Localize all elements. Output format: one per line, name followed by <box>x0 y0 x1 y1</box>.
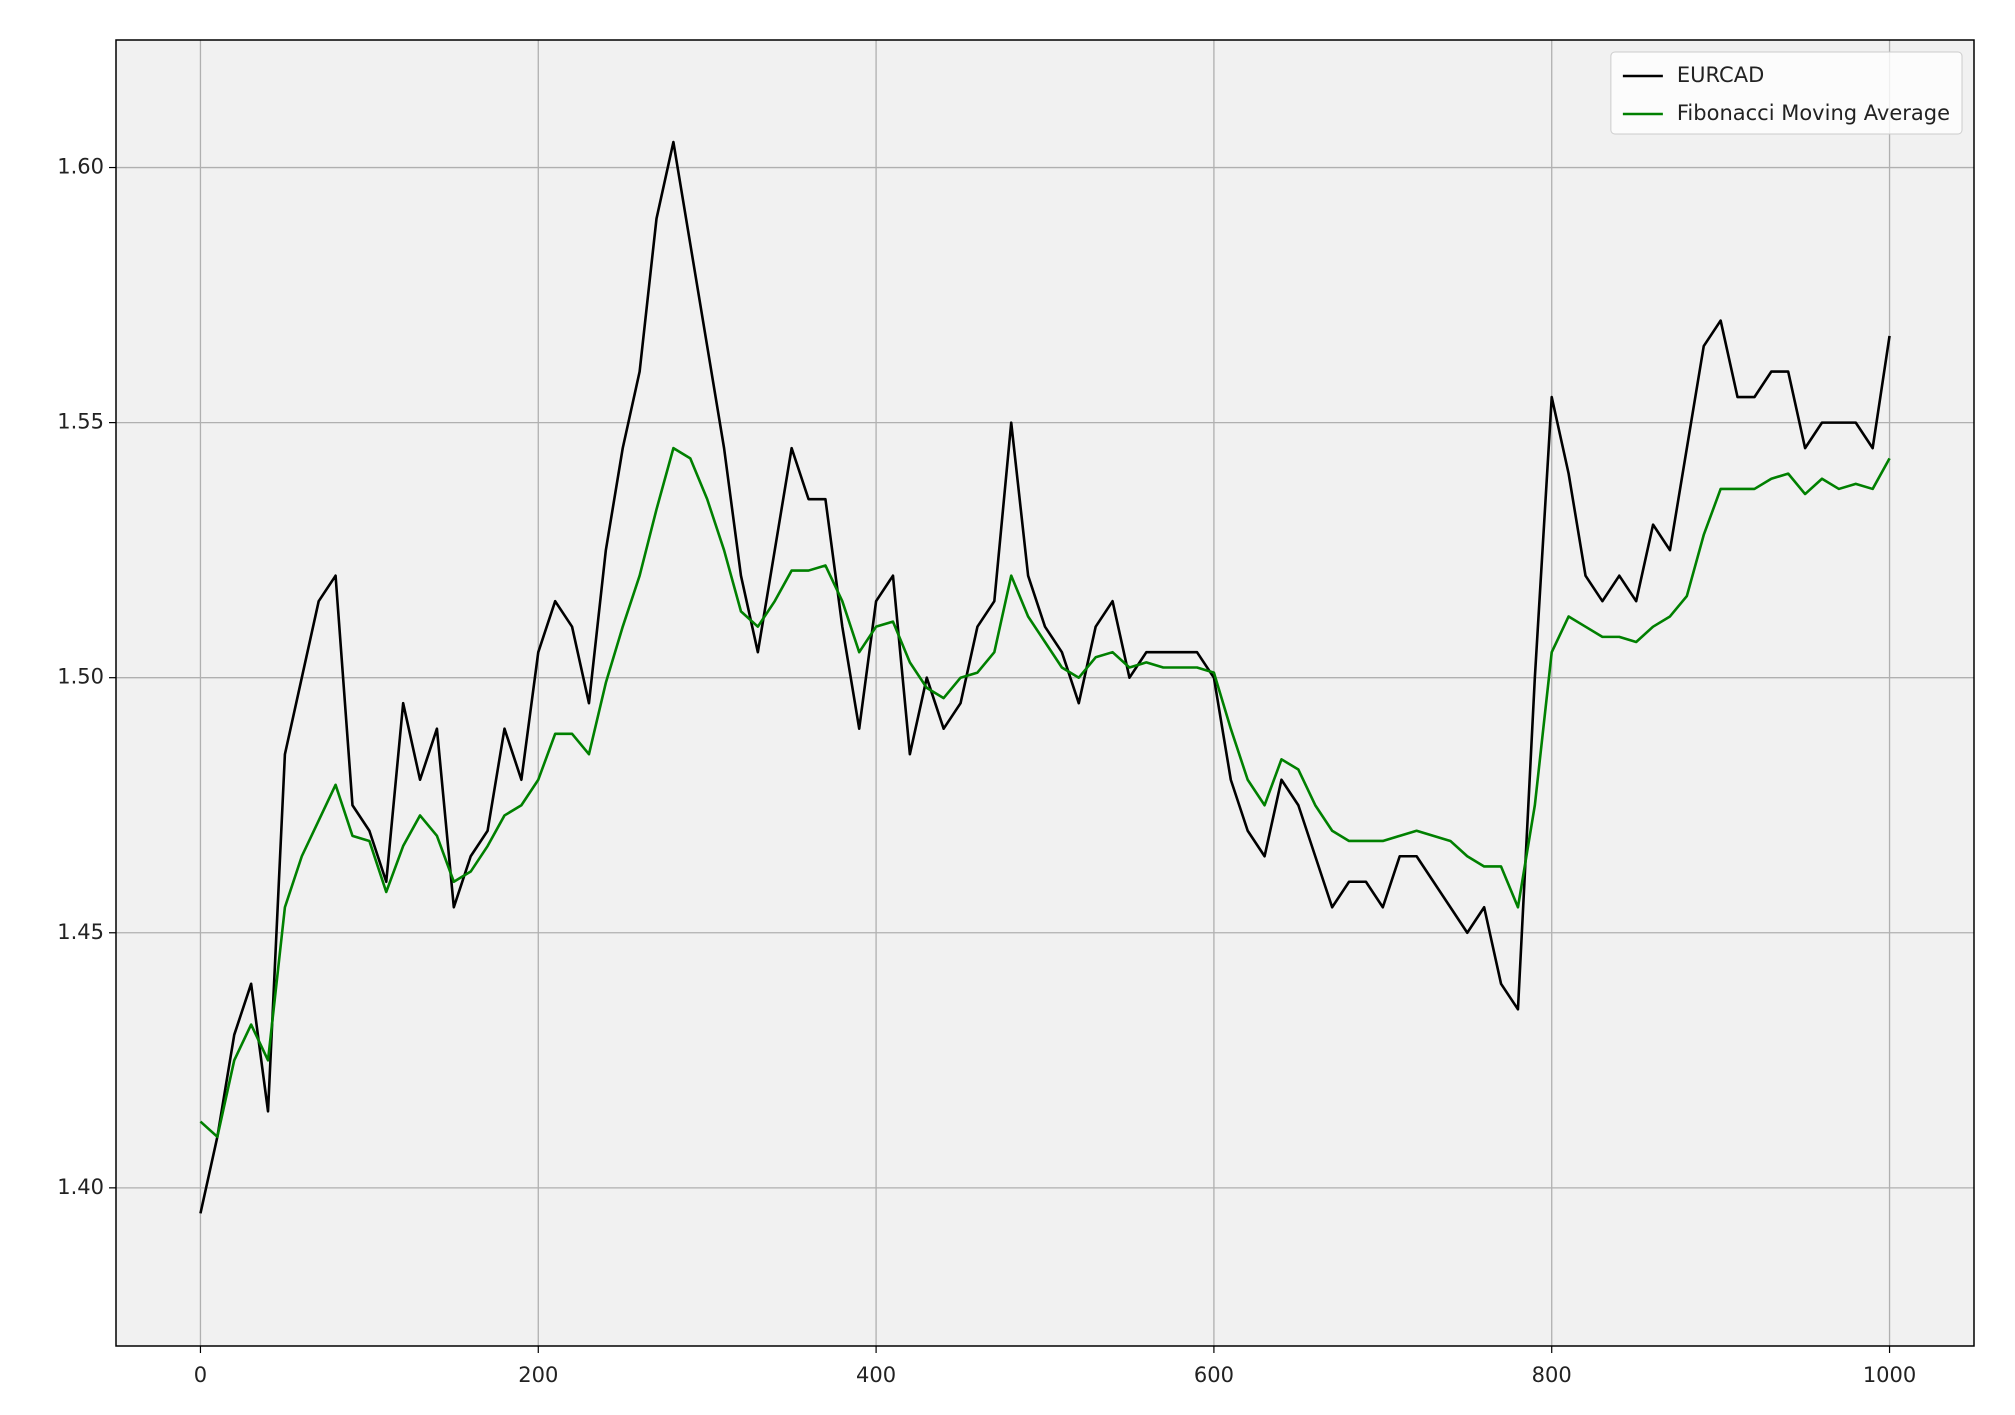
x-tick-label: 1000 <box>1863 1363 1916 1387</box>
x-tick-label: 400 <box>856 1363 896 1387</box>
y-tick-label: 1.45 <box>57 920 104 944</box>
plot-area <box>116 40 1974 1346</box>
legend: EURCAD Fibonacci Moving Average <box>1610 51 1963 135</box>
series-line <box>199 446 1891 1139</box>
legend-box <box>1610 51 1963 135</box>
y-tick-label: 1.60 <box>57 155 104 179</box>
x-tick-label: 600 <box>1194 1363 1234 1387</box>
y-tick-label: 1.55 <box>57 410 104 434</box>
legend-label: EURCAD <box>1677 63 1764 87</box>
x-tick-label: 0 <box>194 1363 207 1387</box>
plot-frame <box>115 39 1975 1347</box>
legend-label: Fibonacci Moving Average <box>1677 101 1950 125</box>
x-tick-label: 800 <box>1532 1363 1572 1387</box>
series-line <box>199 140 1891 1214</box>
x-tick-label: 200 <box>518 1363 558 1387</box>
y-tick-label: 1.40 <box>57 1175 104 1199</box>
y-tick-label: 1.50 <box>57 665 104 689</box>
